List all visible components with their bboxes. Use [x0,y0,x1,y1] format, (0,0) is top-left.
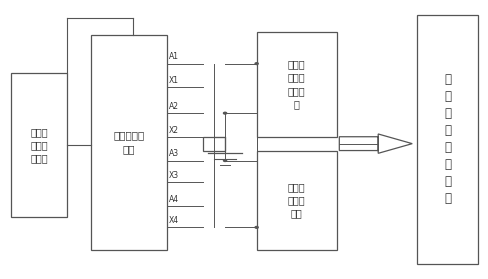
Circle shape [255,227,258,228]
Text: X3: X3 [169,171,179,180]
Text: X4: X4 [169,216,179,225]
Circle shape [255,63,258,64]
Bar [256,151,336,250]
Text: A3: A3 [169,149,179,158]
Text: 匝间绝
缘缺陷
模拟单
元: 匝间绝 缘缺陷 模拟单 元 [287,59,305,109]
Bar [416,15,477,264]
Bar [91,35,166,250]
Text: A2: A2 [169,102,179,111]
Text: 运
行
状
况
监
视
单
元: 运 行 状 况 监 视 单 元 [443,73,450,206]
Bar [11,73,67,217]
Polygon shape [339,134,411,153]
Bar [203,137,224,151]
Circle shape [223,160,226,162]
Text: 分段干式电
抗器: 分段干式电 抗器 [113,131,144,154]
Text: 匝间短
路模拟
单元: 匝间短 路模拟 单元 [287,182,305,218]
Text: 匝间过
电压试
验装置: 匝间过 电压试 验装置 [30,127,48,163]
Circle shape [223,112,226,114]
Text: A1: A1 [169,52,179,61]
Bar [256,32,336,137]
Text: A4: A4 [169,195,179,204]
Text: X2: X2 [169,126,179,135]
Text: X1: X1 [169,76,179,85]
